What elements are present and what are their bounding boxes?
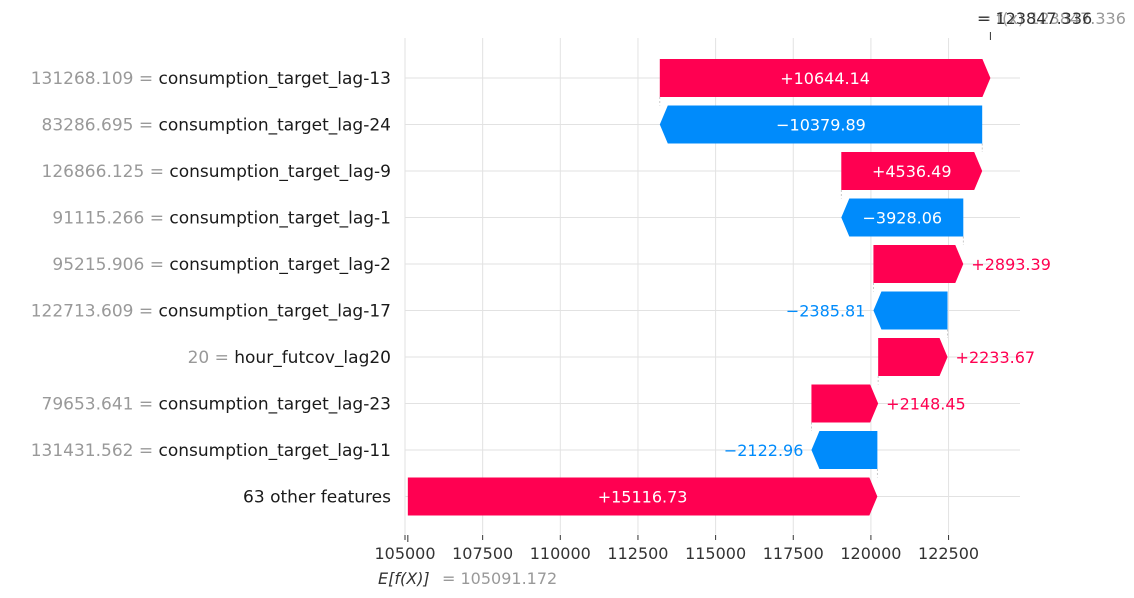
bar-value-label: −10379.89 bbox=[776, 116, 866, 135]
output-value-label-ghost: = f(x) 123847.336 bbox=[978, 9, 1126, 28]
bar-positive bbox=[811, 384, 879, 423]
feature-name: consumption_target_lag-1 bbox=[169, 209, 391, 229]
base-value-number: = 105091.172 bbox=[442, 569, 557, 588]
bar-value-label: +2893.39 bbox=[971, 255, 1051, 274]
feature-value: 131431.562 = bbox=[31, 441, 159, 461]
feature-name: consumption_target_lag-23 bbox=[159, 395, 391, 415]
feature-label: 83286.695 = consumption_target_lag-24 bbox=[42, 116, 391, 136]
x-tick-label: 107500 bbox=[452, 544, 513, 563]
bar-value-label: +2233.67 bbox=[956, 348, 1036, 367]
bars-layer: +10644.14 −10379.89 +4536.49 −3928.06 +2893.… bbox=[407, 59, 1051, 516]
feature-value: 79653.641 = bbox=[42, 395, 159, 415]
output-value-label: = 123847.336 bbox=[977, 9, 1092, 28]
feature-name: consumption_target_lag-2 bbox=[169, 255, 391, 275]
feature-value: 126866.125 = bbox=[42, 162, 170, 182]
feature-name: hour_futcov_lag20 bbox=[234, 348, 391, 368]
feature-label: 79653.641 = consumption_target_lag-23 bbox=[42, 395, 391, 415]
x-tick-label: 117500 bbox=[763, 544, 824, 563]
bar-positive bbox=[659, 59, 991, 97]
feature-value: 95215.906 = bbox=[52, 255, 169, 275]
x-tick-label: 112500 bbox=[607, 544, 668, 563]
feature-name: consumption_target_lag-13 bbox=[159, 69, 391, 89]
feature-label: 63 other features bbox=[243, 488, 391, 508]
feature-label: 91115.266 = consumption_target_lag-1 bbox=[52, 209, 391, 229]
feature-value: 122713.609 = bbox=[31, 302, 159, 322]
feature-label: 95215.906 = consumption_target_lag-2 bbox=[52, 255, 391, 275]
x-axis: 105000 107500 110000 112500 115000 117500 1200… bbox=[374, 534, 1020, 563]
x-tick-label: 115000 bbox=[685, 544, 746, 563]
x-tick-label: 105000 bbox=[374, 544, 435, 563]
bar-negative bbox=[659, 105, 983, 144]
feature-labels: 131268.109 = consumption_target_lag-13 83… bbox=[31, 69, 391, 508]
bar-positive bbox=[873, 245, 964, 283]
x-tick-label: 110000 bbox=[530, 544, 591, 563]
feature-value: 131268.109 = bbox=[31, 69, 159, 89]
feature-label: 20 = hour_futcov_lag20 bbox=[188, 348, 391, 368]
feature-value: 83286.695 = bbox=[42, 116, 159, 136]
bar-value-label: −3928.06 bbox=[863, 209, 943, 228]
feature-value: 91115.266 = bbox=[52, 209, 169, 229]
bar-value-label: +10644.14 bbox=[780, 69, 870, 88]
bar-value-label: +15116.73 bbox=[598, 488, 688, 507]
bar-value-label: +4536.49 bbox=[872, 162, 952, 181]
feature-value: 20 = bbox=[188, 348, 235, 368]
feature-name: 63 other features bbox=[243, 488, 391, 508]
feature-label: 122713.609 = consumption_target_lag-17 bbox=[31, 302, 391, 322]
bar-value-label: −2385.81 bbox=[786, 302, 866, 321]
bar-negative bbox=[811, 431, 878, 469]
x-tick-label: 122500 bbox=[918, 544, 979, 563]
feature-label: 126866.125 = consumption_target_lag-9 bbox=[42, 162, 391, 182]
bar-negative bbox=[873, 291, 948, 330]
feature-label: 131268.109 = consumption_target_lag-13 bbox=[31, 69, 391, 89]
feature-label: 131431.562 = consumption_target_lag-11 bbox=[31, 441, 391, 461]
bar-negative bbox=[841, 198, 964, 237]
base-value-label: E[f(X)] bbox=[378, 569, 430, 588]
feature-name: consumption_target_lag-11 bbox=[159, 441, 391, 461]
feature-name: consumption_target_lag-17 bbox=[159, 302, 391, 322]
bar-positive bbox=[407, 477, 878, 516]
x-tick-label: 120000 bbox=[840, 544, 901, 563]
bar-value-label: +2148.45 bbox=[886, 395, 966, 414]
feature-name: consumption_target_lag-9 bbox=[169, 162, 391, 182]
bar-value-label: −2122.96 bbox=[724, 441, 804, 460]
bar-positive bbox=[841, 152, 983, 190]
feature-name: consumption_target_lag-24 bbox=[159, 116, 391, 136]
bar-positive bbox=[878, 338, 948, 376]
